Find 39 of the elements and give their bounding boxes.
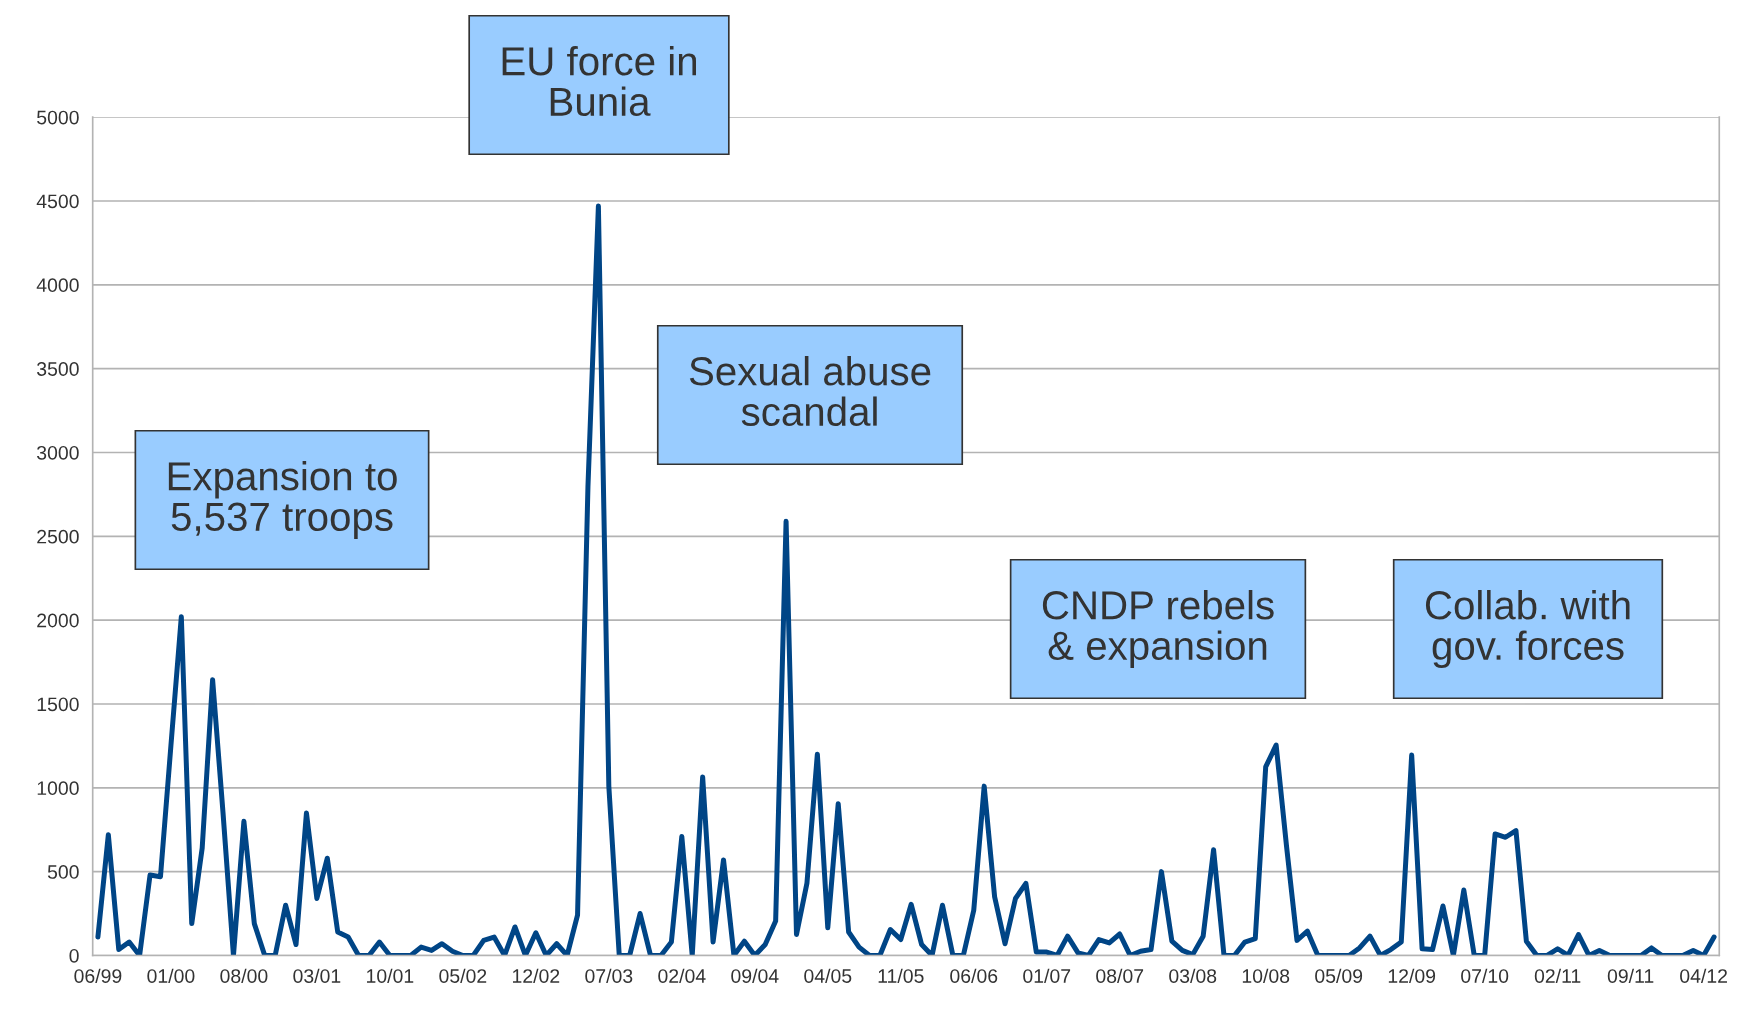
- y-tick-label: 500: [47, 865, 79, 879]
- x-tick-label: 05/02: [439, 968, 487, 983]
- x-tick-label: 10/01: [367, 968, 414, 983]
- x-tick-label: 04/05: [804, 968, 852, 983]
- annotation: Sexual abuse scandal: [689, 355, 931, 427]
- y-tick-label: 4000: [36, 278, 79, 293]
- x-tick-label: 12/02: [512, 968, 560, 983]
- x-tick-label: 02/04: [658, 968, 706, 983]
- x-tick-label: 03/01: [293, 968, 341, 983]
- x-tick-label: 11/05: [878, 968, 924, 983]
- y-tick-label: 1000: [37, 781, 79, 796]
- x-tick-label: 07/10: [1461, 968, 1509, 983]
- x-tick-label: 01/00: [147, 968, 195, 983]
- annotation: Collab. with gov. forces: [1425, 589, 1630, 669]
- y-tick-label: 1500: [37, 697, 79, 712]
- text: EU force in Bunia: [502, 45, 696, 117]
- x-tick-label: 03/08: [1169, 968, 1217, 983]
- x-tick-label: 06/99: [74, 968, 122, 983]
- x-tick-label: 02/11: [1534, 968, 1581, 983]
- annotation: CNDP rebels & expansion: [1042, 589, 1274, 669]
- x-tick-label: 08/07: [1096, 968, 1144, 983]
- y-tick-label: 3000: [36, 445, 79, 460]
- y-tick-label: 3500: [36, 362, 79, 376]
- x-tick-label: 04/12: [1680, 968, 1727, 983]
- y-tick-label: 5000: [37, 110, 79, 125]
- x-tick-label: 06/06: [950, 968, 998, 983]
- x-tick-label: 01/07: [1023, 968, 1071, 983]
- x-tick-label: 05/09: [1315, 968, 1363, 983]
- x-tick-label: 08/00: [220, 968, 268, 983]
- y-tick-label: 2500: [37, 529, 79, 544]
- x-tick-label: 09/04: [731, 968, 779, 983]
- annotation: Expansion to 5,537 troops: [168, 460, 397, 540]
- x-tick-label: 10/08: [1242, 968, 1290, 983]
- x-tick-label: 09/11: [1607, 968, 1654, 983]
- x-tick-label: 12/09: [1388, 968, 1436, 983]
- y-tick-label: 0: [69, 948, 79, 963]
- y-tick-label: 4500: [36, 194, 79, 209]
- x-tick-label: 07/03: [585, 968, 633, 983]
- y-tick-label: 2000: [37, 613, 79, 628]
